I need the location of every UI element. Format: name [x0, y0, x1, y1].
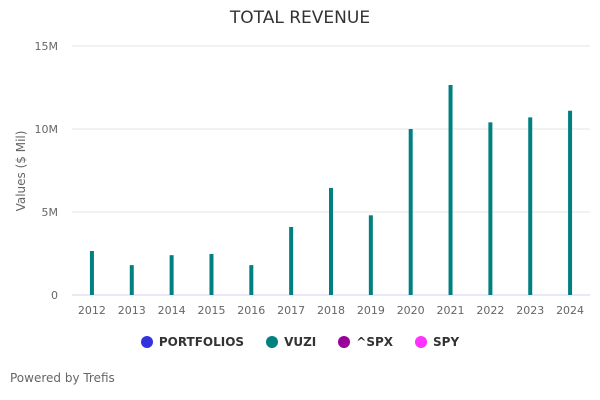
bar-vuzi-2023 — [528, 117, 533, 295]
bar-vuzi-2022 — [488, 122, 493, 295]
x-tick-label: 2023 — [516, 304, 544, 317]
y-tick-label: 0 — [51, 289, 58, 302]
bar-vuzi-2019 — [368, 215, 373, 295]
y-axis-label: Values ($ Mil) — [14, 131, 28, 212]
y-tick-label: 15M — [35, 40, 59, 53]
x-tick-label: 2016 — [237, 304, 265, 317]
legend-dot-icon — [338, 336, 351, 348]
bar-vuzi-2013 — [129, 265, 134, 295]
legend-label: VUZI — [284, 335, 317, 349]
x-tick-label: 2012 — [78, 304, 106, 317]
bar-vuzi-2021 — [448, 85, 453, 295]
legend-label: ^SPX — [356, 335, 394, 349]
legend-item-spy[interactable]: SPY — [415, 335, 459, 349]
x-tick-label: 2014 — [158, 304, 186, 317]
bar-vuzi-2017 — [289, 226, 294, 295]
legend-label: SPY — [433, 335, 460, 349]
powered-by-credit[interactable]: Powered by Trefis — [10, 371, 115, 385]
x-tick-label: 2022 — [476, 304, 504, 317]
bar-vuzi-2012 — [89, 251, 94, 295]
x-tick-label: 2013 — [118, 304, 146, 317]
x-tick-label: 2020 — [397, 304, 425, 317]
bar-vuzi-2024 — [568, 110, 573, 296]
bar-vuzi-2020 — [408, 129, 413, 295]
legend-item-vuzi[interactable]: VUZI — [266, 335, 316, 349]
bar-vuzi-2018 — [329, 187, 333, 295]
x-tick-label: 2015 — [197, 304, 225, 317]
x-tick-label: 2019 — [357, 304, 385, 317]
legend-dot-icon — [415, 336, 428, 348]
legend-label: PORTFOLIOS — [158, 335, 245, 349]
legend: PORTFOLIOS VUZI ^SPX SPY — [0, 335, 600, 349]
bar-vuzi-2014 — [169, 255, 174, 295]
legend-dot-icon — [140, 336, 153, 348]
legend-dot-icon — [266, 336, 279, 348]
legend-item-portfolios[interactable]: PORTFOLIOS — [140, 335, 245, 349]
legend-item-spx[interactable]: ^SPX — [338, 335, 393, 349]
bar-vuzi-2015 — [209, 253, 214, 295]
x-tick-label: 2017 — [277, 304, 305, 317]
y-tick-label: 10M — [35, 123, 59, 136]
y-tick-label: 5M — [42, 206, 59, 219]
x-tick-label: 2024 — [556, 304, 584, 317]
x-tick-label: 2018 — [317, 304, 345, 317]
bar-vuzi-2016 — [249, 265, 254, 295]
chart-title: TOTAL REVENUE — [229, 8, 371, 28]
x-tick-label: 2021 — [437, 304, 465, 317]
